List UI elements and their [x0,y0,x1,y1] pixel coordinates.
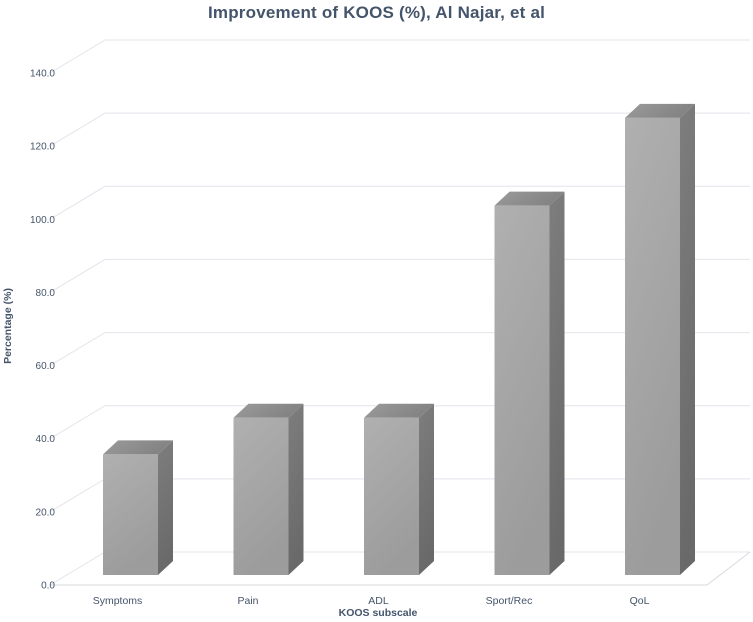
x-category-label: Symptoms [93,595,143,607]
bar-side-face [680,103,695,575]
bar-front-face [364,417,419,575]
bar-front-face [625,117,680,575]
x-axis-title: KOOS subscale [339,607,418,619]
bar-front-face [494,205,550,575]
bar-side-face [549,191,565,575]
axis-labels-layer: 0.0 20.0 40.0 60.0 80.0 100.0 120.0 140.0 Sympto… [30,69,650,608]
bar-front-face [233,417,289,575]
bar-top-face [233,403,304,418]
bar-side-face [158,440,173,575]
bar-front-face [103,454,158,575]
x-category-label: Sport/Rec [486,595,533,607]
y-tick-label: 60.0 [36,361,56,372]
y-axis-title: Percentage (%) [2,288,14,364]
bar-top-face [364,403,434,418]
y-tick-label: 80.0 [36,288,56,299]
y-tick-label: 100.0 [30,215,55,226]
y-tick-label: 40.0 [36,434,56,445]
gridline [49,112,750,147]
bar-top-face [625,103,695,118]
bar-top-face [103,440,173,455]
gridline [49,185,750,220]
gridline [49,39,750,74]
bar-adl [364,403,434,575]
x-category-label: Pain [237,595,258,607]
x-category-label: ADL [368,595,389,607]
bars-layer [103,103,695,575]
x-category-label: QoL [630,595,650,607]
bar-sport-rec [494,191,565,575]
bar-symptoms [103,440,173,575]
bar-side-face [288,403,304,575]
chart-title: Improvement of KOOS (%), Al Najar, et al [207,3,546,22]
floor-front-line [50,551,751,586]
y-tick-label: 120.0 [30,142,55,153]
y-tick-label: 20.0 [36,507,56,518]
bar-top-face [494,191,565,206]
bar-pain [233,403,304,575]
bar-qol [625,103,695,575]
bar-side-face [419,403,434,575]
y-tick-label: 0.0 [41,581,55,592]
y-tick-label: 140.0 [30,69,55,80]
